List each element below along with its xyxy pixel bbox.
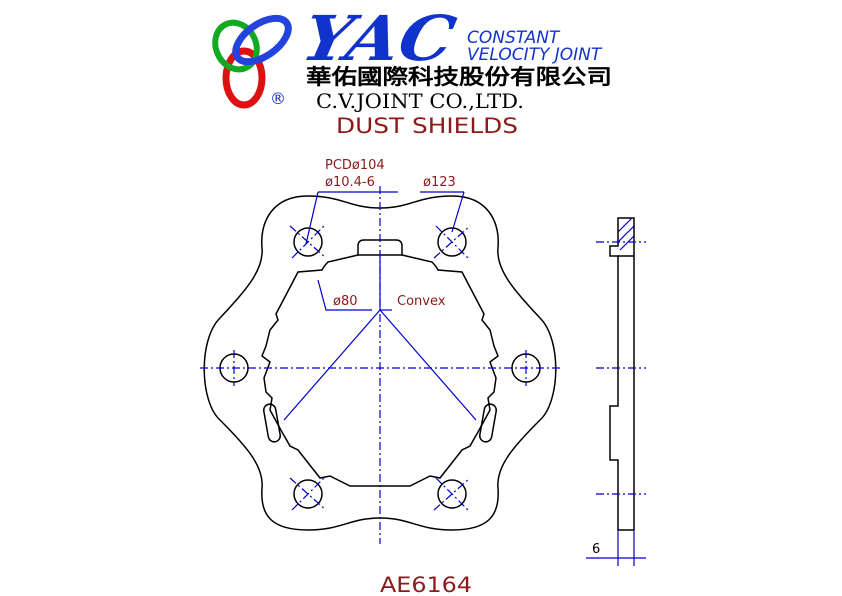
pcd-label: PCDø104 bbox=[325, 158, 385, 173]
bolt-hole-top-right bbox=[437, 227, 467, 257]
side-view: 6 bbox=[586, 217, 646, 566]
dimension-lines bbox=[283, 191, 477, 421]
left-slot bbox=[262, 403, 282, 443]
bolt-hole-bottom-left bbox=[293, 479, 323, 509]
bolt-hole-bottom-right bbox=[437, 479, 467, 509]
registered-mark: ® bbox=[270, 89, 286, 108]
thickness-dimension bbox=[586, 530, 646, 566]
outer-diameter-label: ø123 bbox=[423, 175, 456, 190]
side-centerlines bbox=[596, 241, 646, 495]
tagline-line1: CONSTANT bbox=[467, 28, 561, 48]
bolt-hole-label: ø10.4-6 bbox=[325, 175, 375, 190]
bolt-hole-top-left bbox=[293, 227, 323, 257]
company-logo-icon bbox=[212, 14, 292, 109]
side-profile bbox=[609, 217, 635, 531]
inner-diameter-label: ø80 bbox=[333, 294, 358, 309]
front-view: PCDø104 ø10.4-6 ø123 ø80 Convex bbox=[200, 158, 560, 544]
drawing-title: DUST SHIELDS bbox=[336, 114, 518, 138]
tagline-line2: VELOCITY JOINT bbox=[467, 45, 603, 65]
hole-centerlines bbox=[200, 186, 560, 544]
part-number: AE6164 bbox=[380, 573, 472, 596]
brand-name: YAC bbox=[296, 2, 462, 75]
company-name-english: C.V.JOINT CO.,LTD. bbox=[316, 89, 524, 113]
brand-wordmark: YAC bbox=[296, 2, 462, 75]
shield-inner-opening bbox=[261, 239, 499, 487]
section-hatch bbox=[617, 217, 635, 251]
company-name-chinese: 華佑國際科技股份有限公司 bbox=[306, 64, 612, 89]
convex-label: Convex bbox=[397, 294, 446, 309]
thickness-label: 6 bbox=[592, 542, 600, 557]
right-slot bbox=[478, 403, 498, 443]
